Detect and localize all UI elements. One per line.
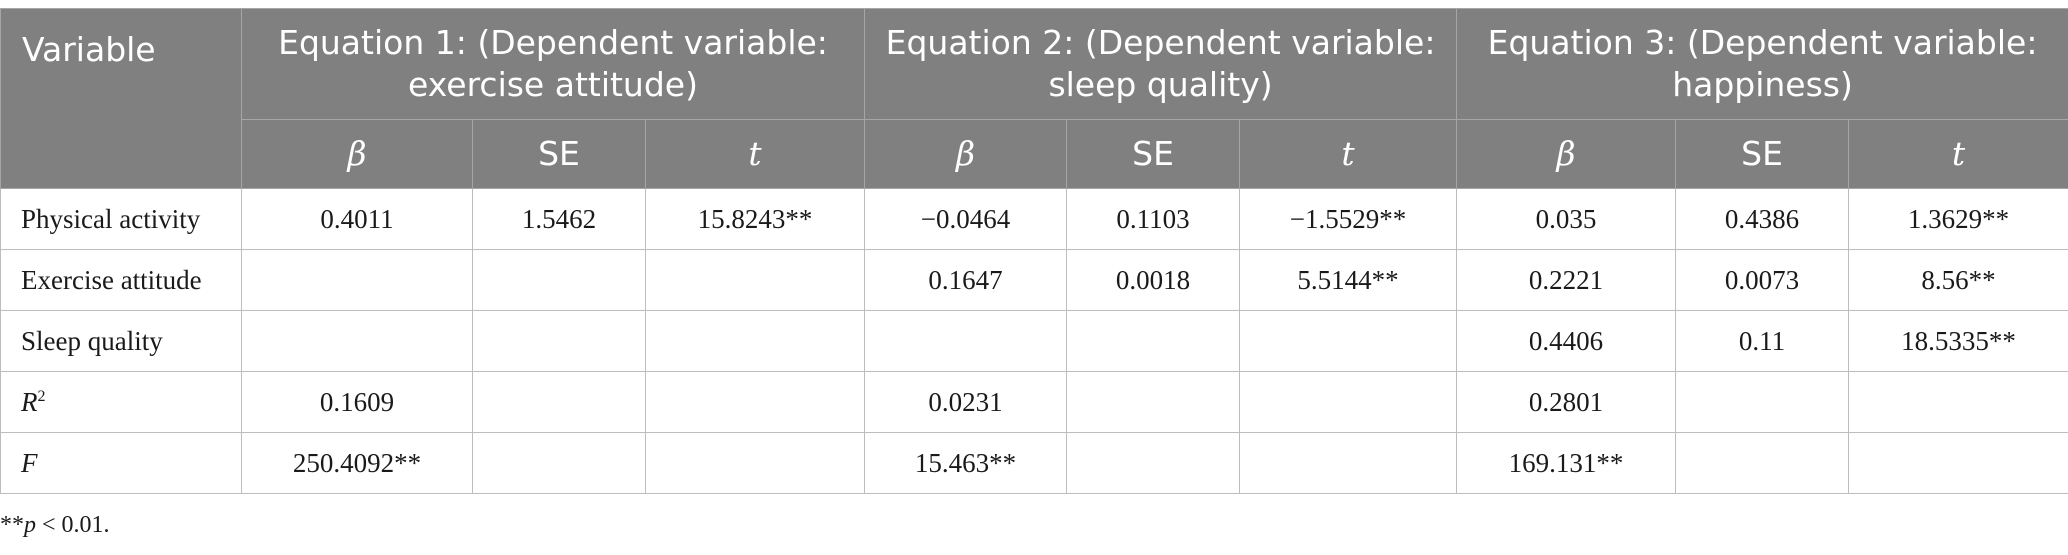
- table-cell: [1066, 310, 1241, 372]
- table-cell: 0.11: [1675, 310, 1850, 372]
- table-cell: 250.4092**: [241, 432, 473, 494]
- table-row-r-squared: R2 0.1609 0.0231 0.2801: [0, 371, 2068, 433]
- footnote-stars: **: [0, 512, 24, 538]
- table-row-exercise-attitude: Exercise attitude 0.1647 0.0018 5.5144**…: [0, 249, 2068, 311]
- table-cell: [1239, 432, 1458, 494]
- r-squared-symbol: R: [21, 386, 38, 417]
- table-cell: [1239, 371, 1458, 433]
- table-cell: −0.0464: [864, 188, 1068, 250]
- table-cell: 18.5335**: [1848, 310, 2068, 372]
- row-label: Physical activity: [0, 188, 242, 250]
- table-cell: 0.1647: [864, 249, 1068, 311]
- table-cell: 169.131**: [1456, 432, 1677, 494]
- table-cell: [644, 249, 866, 311]
- table-cell: 0.4386: [1675, 188, 1850, 250]
- table-cell: [241, 310, 473, 372]
- table-cell: 0.1103: [1066, 188, 1241, 250]
- row-label: Exercise attitude: [0, 249, 242, 311]
- table-cell: 1.3629**: [1848, 188, 2068, 250]
- footnote-p-symbol: p: [24, 512, 36, 538]
- table-cell: 0.0231: [864, 371, 1068, 433]
- table-cell: 0.0018: [1066, 249, 1241, 311]
- footnote-text: < 0.01.: [36, 512, 110, 538]
- equation-1-header: Equation 1: (Dependent variable: exercis…: [240, 8, 866, 120]
- row-label: Sleep quality: [0, 310, 242, 372]
- table-cell: 0.035: [1456, 188, 1677, 250]
- table-cell: [1675, 371, 1850, 433]
- table-cell: 0.4406: [1456, 310, 1677, 372]
- header-row-equations: Variable Equation 1: (Dependent variable…: [0, 8, 2068, 189]
- table-cell: [241, 249, 473, 311]
- variable-header: Variable: [0, 8, 242, 189]
- table-cell: 5.5144**: [1239, 249, 1458, 311]
- equation-3-header: Equation 3: (Dependent variable: happine…: [1456, 8, 2068, 120]
- table-cell: [1066, 432, 1241, 494]
- header-row-stats: β SE t β SE t β SE t: [1, 119, 2068, 189]
- table-cell: [472, 432, 646, 494]
- table-cell: 0.2801: [1456, 371, 1677, 433]
- eq3-se-header: SE: [1675, 119, 1850, 189]
- eq3-beta-header: β: [1456, 119, 1677, 189]
- table-cell: [644, 310, 866, 372]
- table-row-f-statistic: F 250.4092** 15.463** 169.131**: [0, 432, 2068, 494]
- table-cell: [644, 432, 866, 494]
- table-cell: [472, 310, 646, 372]
- table-cell: 15.463**: [864, 432, 1068, 494]
- table-cell: [644, 371, 866, 433]
- eq2-t-header: t: [1239, 119, 1458, 189]
- table-cell: 0.0073: [1675, 249, 1850, 311]
- table-cell: [472, 249, 646, 311]
- table-cell: 8.56**: [1848, 249, 2068, 311]
- table-cell: 0.4011: [241, 188, 473, 250]
- table-cell: [1675, 432, 1850, 494]
- table-cell: [1848, 371, 2068, 433]
- table-footnote: **p < 0.01.: [0, 512, 110, 539]
- table-cell: [864, 310, 1068, 372]
- table-cell: 0.1609: [241, 371, 473, 433]
- table-row-sleep-quality: Sleep quality 0.4406 0.11 18.5335**: [0, 310, 2068, 372]
- table-cell: 0.2221: [1456, 249, 1677, 311]
- table-cell: [1239, 310, 1458, 372]
- eq3-t-header: t: [1848, 119, 2068, 189]
- r-squared-exponent: 2: [37, 387, 46, 405]
- eq1-beta-header: β: [241, 119, 473, 189]
- table-row-physical-activity: Physical activity 0.4011 1.5462 15.8243*…: [0, 188, 2068, 250]
- equation-2-header: Equation 2: (Dependent variable: sleep q…: [864, 8, 1458, 120]
- row-label: R2: [0, 371, 242, 433]
- row-label: F: [0, 432, 242, 494]
- regression-table: Variable Equation 1: (Dependent variable…: [0, 8, 2068, 494]
- eq2-beta-header: β: [864, 119, 1068, 189]
- table-cell: 1.5462: [472, 188, 646, 250]
- table-cell: [1848, 432, 2068, 494]
- eq1-t-header: t: [644, 119, 866, 189]
- eq1-se-header: SE: [472, 119, 646, 189]
- table-cell: 15.8243**: [644, 188, 866, 250]
- table-cell: [472, 371, 646, 433]
- f-symbol: F: [21, 447, 38, 478]
- table-cell: −1.5529**: [1239, 188, 1458, 250]
- table-cell: [1066, 371, 1241, 433]
- eq2-se-header: SE: [1066, 119, 1241, 189]
